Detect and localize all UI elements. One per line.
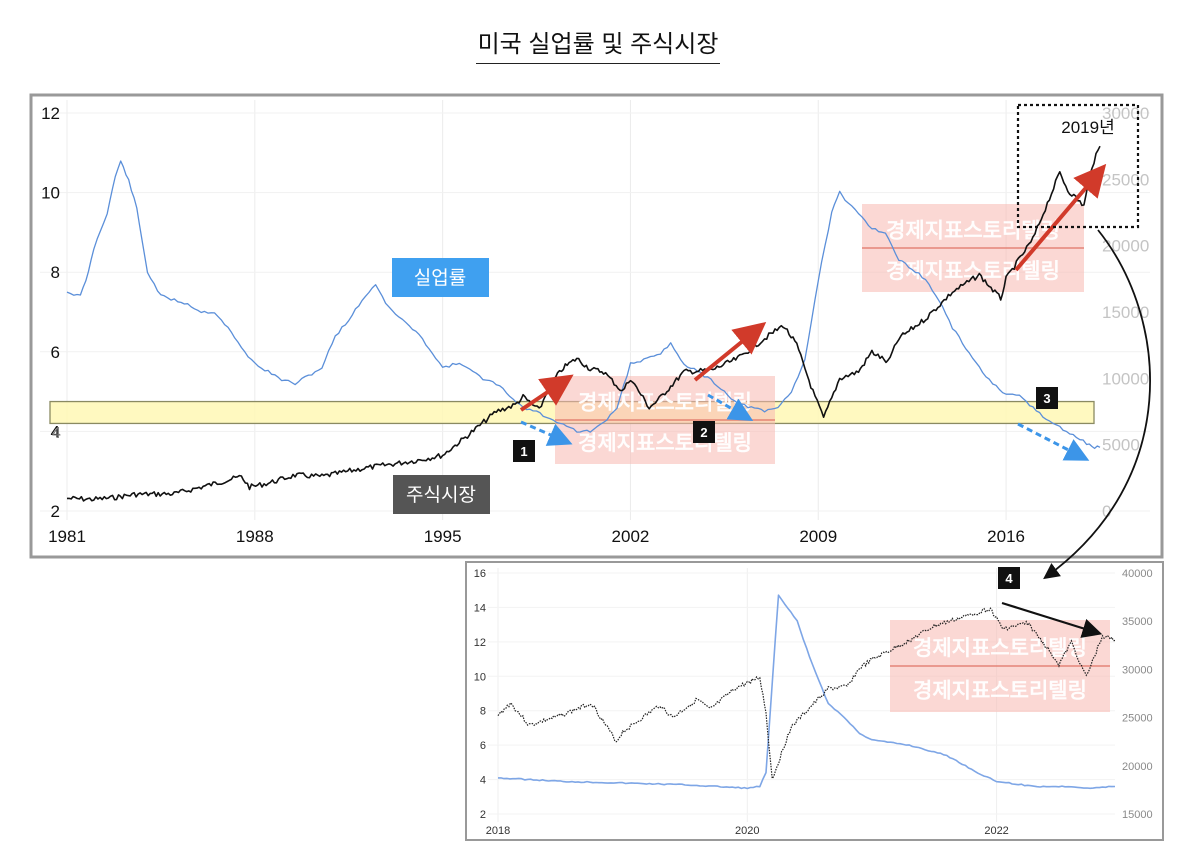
main-chart-series: [66, 145, 1101, 502]
connector-layer: [1043, 229, 1151, 580]
y-right-tick-label: 0: [1102, 502, 1111, 521]
watermark-text: 경제지표스토리텔링: [913, 637, 1087, 660]
y-left-tick-label: 8: [51, 263, 60, 282]
red-arrow-3: [1014, 163, 1107, 272]
y-left-tick-label: 4: [51, 422, 60, 441]
marker-2-box: [693, 421, 715, 443]
inset-y-right-tick-label: 25000: [1122, 713, 1153, 725]
x-tick-label: 2002: [612, 527, 650, 546]
x-tick-label: 1981: [48, 527, 86, 546]
inset-x-tick-label: 2020: [735, 825, 759, 837]
y-right-tick-label: 25000: [1102, 170, 1149, 189]
marker-1: 1: [520, 444, 527, 459]
inset-y-left-tick-label: 16: [474, 568, 486, 580]
inset-y-right-tick-label: 20000: [1122, 761, 1153, 773]
inset-y-right-tick-label: 40000: [1122, 568, 1153, 580]
focus-box-2019: [1016, 103, 1140, 229]
y-left-tick-label: 6: [51, 343, 60, 362]
main-chart-frame: [29, 93, 1164, 559]
marker-3: 3: [1043, 391, 1050, 406]
inset-stock-market-line: [497, 607, 1116, 781]
inset-y-left-tick-label: 14: [474, 602, 486, 614]
blue-arrow-1: [520, 420, 573, 446]
inset-y-left-tick-label: 12: [474, 637, 486, 649]
inset-y-left-tick-label: 2: [480, 809, 486, 821]
y-left-tick-label: 2: [51, 502, 60, 521]
inset-unemployment-line: [498, 594, 1116, 790]
watermark-text: 경제지표스토리텔링: [578, 392, 752, 415]
year-2019-label: 2019년: [1061, 118, 1114, 137]
stock-label-box: [393, 475, 490, 514]
blue-arrow-2: [707, 393, 754, 421]
blue-arrow-3: [1017, 422, 1090, 461]
inset-chart-ticks: 2018 2020 2022 2 4 6 8 10 12 14 16 15000 20000 25000 3…: [474, 568, 1153, 837]
band-label: 4: [52, 425, 61, 442]
marker-2: 2: [700, 425, 707, 440]
y-right-tick-label: 5000: [1102, 436, 1140, 455]
y-right-tick-label: 15000: [1102, 303, 1149, 322]
y-left-tick-label: 10: [41, 184, 60, 203]
watermark-text: 경제지표스토리텔링: [886, 220, 1060, 243]
inset-y-right-tick-label: 30000: [1122, 664, 1153, 676]
watermark-text: 경제지표스토리텔링: [886, 260, 1060, 283]
marker-3-box: [1036, 387, 1058, 409]
inset-y-left-tick-label: 6: [480, 740, 486, 752]
watermark-text: 경제지표스토리텔링: [913, 679, 1087, 702]
stock-label: 주식시장: [406, 484, 476, 506]
inset-y-right-tick-label: 35000: [1122, 616, 1153, 628]
red-arrow-1: [519, 374, 574, 412]
inset-y-left-tick-label: 4: [480, 775, 486, 787]
y-right-tick-label: 10000: [1102, 369, 1149, 388]
red-arrow-2: [693, 321, 767, 382]
connector-arrow: [1043, 229, 1151, 580]
unemployment-line: [66, 160, 1101, 450]
marker-4-box: [998, 567, 1020, 589]
unemployment-label-box: [392, 258, 489, 297]
x-tick-label: 2009: [799, 527, 837, 546]
x-tick-label: 2016: [987, 527, 1025, 546]
inset-x-tick-label: 2018: [486, 825, 510, 837]
y-left-tick-label: 12: [41, 104, 60, 123]
inset-y-right-tick-label: 15000: [1122, 809, 1153, 821]
x-tick-label: 1988: [236, 527, 274, 546]
inset-chart-annotations: 4: [998, 567, 1103, 638]
marker-1-box: [513, 440, 535, 462]
x-tick-label: 1995: [424, 527, 462, 546]
watermark-text: 경제지표스토리텔링: [578, 432, 752, 455]
black-trend-arrow: [1001, 601, 1103, 638]
inset-y-left-tick-label: 10: [474, 671, 486, 683]
inset-y-left-tick-label: 8: [480, 706, 486, 718]
inset-chart-series: [497, 594, 1116, 790]
marker-4: 4: [1005, 571, 1013, 586]
inset-x-tick-label: 2022: [984, 825, 1008, 837]
stock-market-line: [67, 145, 1101, 502]
unemployment-label: 실업률: [414, 267, 466, 289]
